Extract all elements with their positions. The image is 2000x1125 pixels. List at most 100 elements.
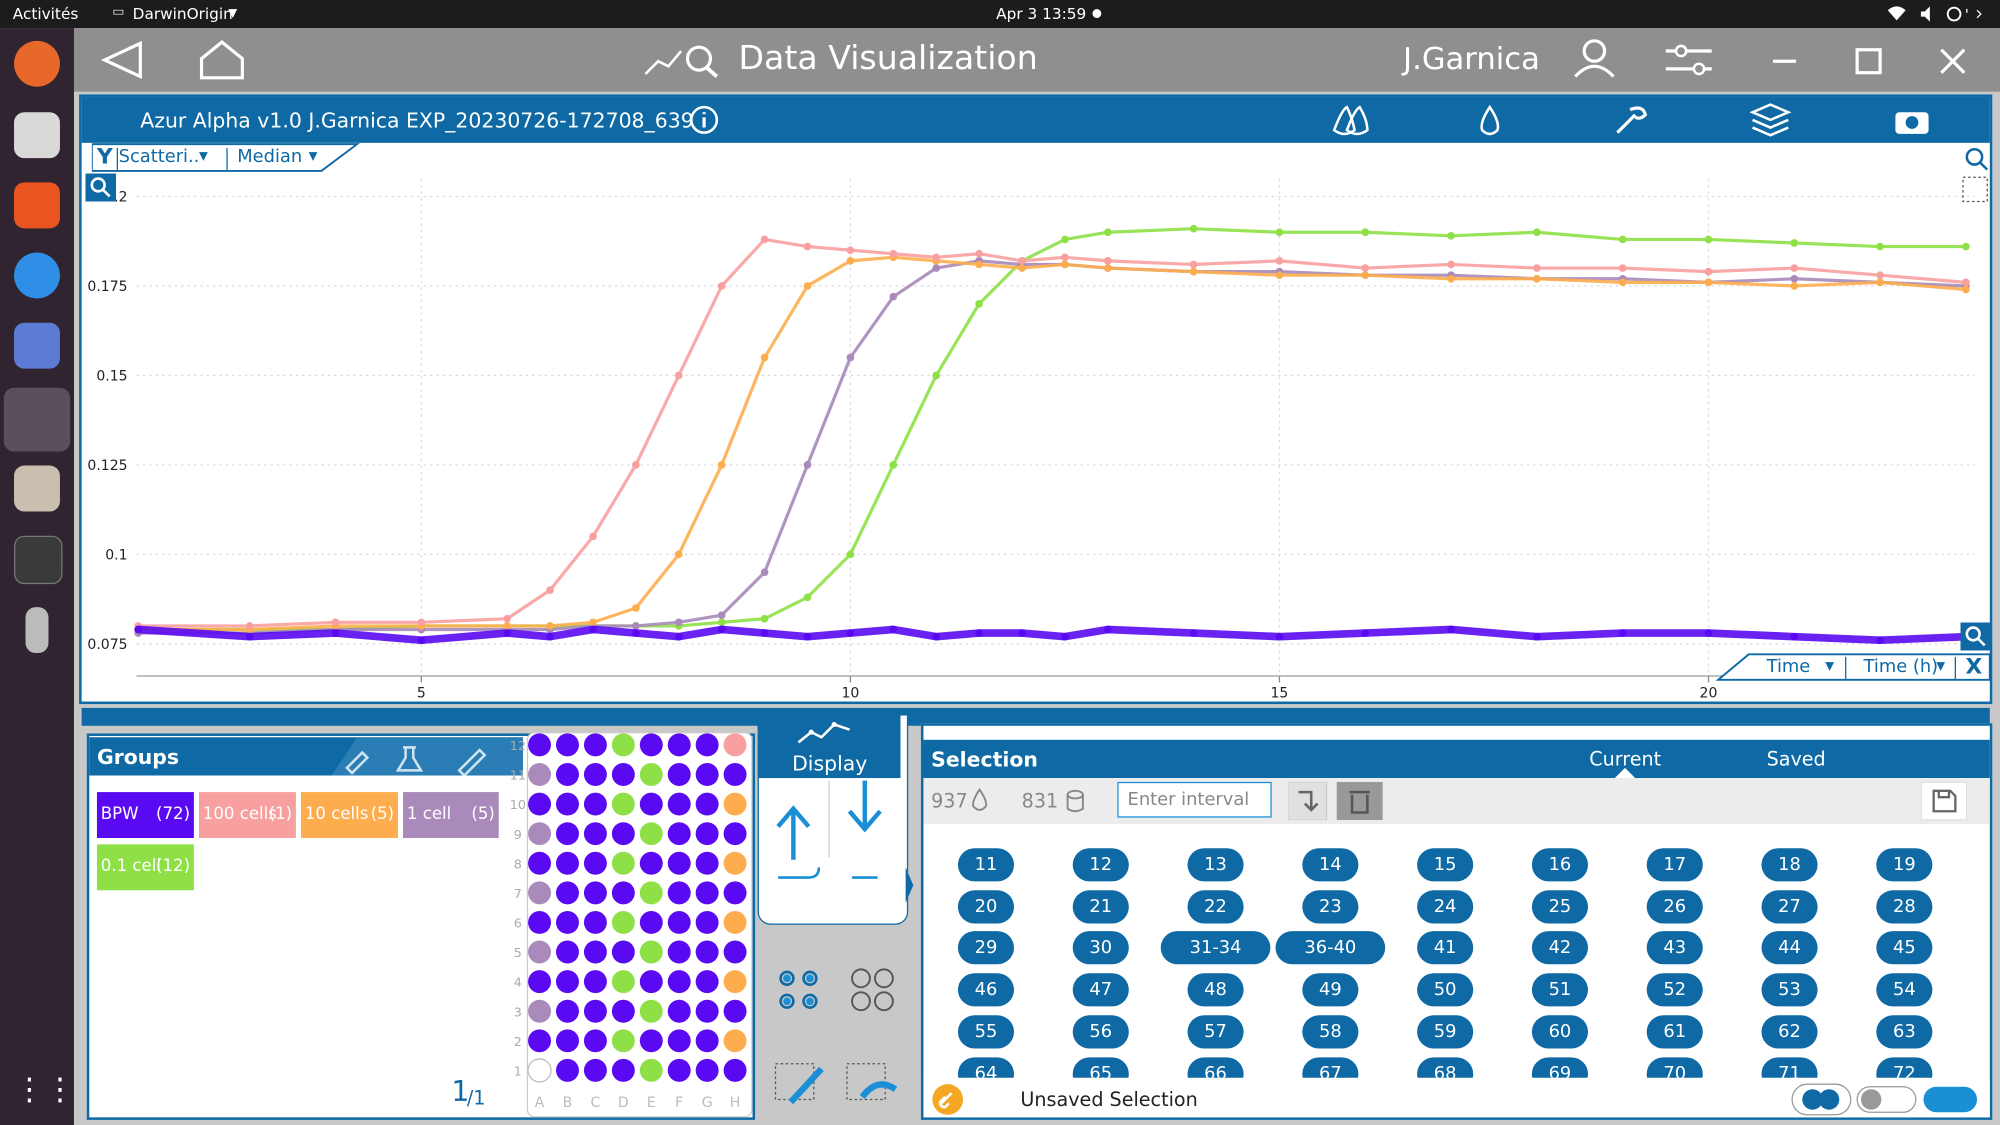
well[interactable] xyxy=(639,763,663,786)
y-metric-select[interactable]: Scatteri.. xyxy=(118,146,200,168)
well[interactable] xyxy=(583,940,607,964)
user-name[interactable]: J.Garnica xyxy=(1403,40,1540,77)
well[interactable] xyxy=(528,822,552,846)
app-menu[interactable]: DarwinOrigin xyxy=(132,5,233,23)
selection-pill[interactable]: 18 xyxy=(1761,848,1818,882)
well[interactable] xyxy=(695,763,719,786)
well[interactable] xyxy=(695,792,719,816)
well[interactable] xyxy=(723,851,747,875)
selection-pill[interactable]: 45 xyxy=(1876,931,1933,965)
selection-pill[interactable]: 17 xyxy=(1646,848,1703,882)
well[interactable] xyxy=(611,940,635,964)
group-chip[interactable]: BPW (72) xyxy=(96,792,194,839)
selection-pill[interactable]: 28 xyxy=(1876,889,1933,924)
tab-current[interactable]: Current xyxy=(1589,747,1662,771)
well[interactable] xyxy=(555,1058,579,1082)
selection-pill[interactable]: 48 xyxy=(1187,973,1244,1007)
well[interactable] xyxy=(723,940,747,964)
selection-pill[interactable]: 47 xyxy=(1072,973,1129,1007)
well[interactable] xyxy=(723,1029,747,1053)
interval-input[interactable]: Enter interval xyxy=(1117,781,1272,818)
view-toggles[interactable] xyxy=(1791,1083,1982,1116)
well[interactable] xyxy=(528,910,552,934)
status-icons[interactable] xyxy=(1885,5,1987,23)
well[interactable] xyxy=(695,940,719,964)
well[interactable] xyxy=(611,999,635,1023)
well[interactable] xyxy=(528,999,552,1023)
selection-pill[interactable]: 23 xyxy=(1302,889,1359,924)
display-tools[interactable] xyxy=(763,768,916,1112)
selection-pill[interactable]: 72 xyxy=(1876,1056,1933,1078)
selection-pill[interactable]: 67 xyxy=(1302,1056,1359,1078)
well[interactable] xyxy=(555,763,579,786)
well[interactable] xyxy=(555,733,579,757)
well[interactable] xyxy=(695,1058,719,1082)
well[interactable] xyxy=(723,881,747,905)
selection-pill[interactable]: 57 xyxy=(1187,1015,1244,1049)
zoom-icons[interactable] xyxy=(1962,145,1990,204)
selection-pill[interactable]: 61 xyxy=(1646,1015,1703,1049)
well[interactable] xyxy=(527,1058,552,1083)
well[interactable] xyxy=(667,970,691,994)
well[interactable] xyxy=(695,910,719,934)
selection-pill[interactable]: 24 xyxy=(1417,889,1474,924)
well[interactable] xyxy=(639,822,663,846)
selection-pill[interactable]: 25 xyxy=(1531,889,1589,924)
selection-pill[interactable]: 52 xyxy=(1646,973,1703,1007)
well[interactable] xyxy=(528,851,552,875)
y-stat-select[interactable]: Median xyxy=(237,146,303,168)
well[interactable] xyxy=(639,999,663,1023)
group-chip[interactable]: 100 cells (1) xyxy=(198,792,296,839)
well[interactable] xyxy=(555,940,579,964)
selection-pill[interactable]: 30 xyxy=(1072,931,1129,965)
well[interactable] xyxy=(667,733,691,757)
well[interactable] xyxy=(528,970,552,994)
x-metric-select[interactable]: Time xyxy=(1766,656,1811,678)
splitter-bar[interactable] xyxy=(81,707,1990,726)
well[interactable] xyxy=(611,910,635,934)
well[interactable] xyxy=(723,999,747,1023)
selection-pill[interactable]: 31-34 xyxy=(1160,931,1271,965)
selection-pill[interactable]: 22 xyxy=(1187,889,1244,924)
well[interactable] xyxy=(667,763,691,786)
well[interactable] xyxy=(723,822,747,846)
selection-pill[interactable]: 64 xyxy=(957,1056,1015,1078)
selection-pill[interactable]: 53 xyxy=(1761,973,1818,1007)
well[interactable] xyxy=(723,1058,747,1082)
selection-pill[interactable]: 68 xyxy=(1417,1056,1474,1078)
selection-pill[interactable]: 15 xyxy=(1417,848,1474,882)
selection-pill[interactable]: 13 xyxy=(1187,848,1244,882)
well[interactable] xyxy=(667,881,691,905)
well[interactable] xyxy=(695,970,719,994)
well[interactable] xyxy=(528,940,552,964)
selection-pill[interactable]: 42 xyxy=(1531,931,1589,965)
well[interactable] xyxy=(667,851,691,875)
y-zoom-icon[interactable] xyxy=(85,173,117,202)
selection-pill[interactable]: 70 xyxy=(1646,1056,1703,1078)
well[interactable] xyxy=(667,999,691,1023)
group-chip[interactable]: 1 cell (5) xyxy=(403,792,499,839)
well[interactable] xyxy=(695,999,719,1023)
well[interactable] xyxy=(695,851,719,875)
well[interactable] xyxy=(611,822,635,846)
well[interactable] xyxy=(695,733,719,757)
well[interactable] xyxy=(639,910,663,934)
selection-pill[interactable]: 60 xyxy=(1531,1015,1589,1049)
well[interactable] xyxy=(611,851,635,875)
well[interactable] xyxy=(667,822,691,846)
selection-actions[interactable] xyxy=(1288,781,1390,821)
well[interactable] xyxy=(583,822,607,846)
well[interactable] xyxy=(528,1029,552,1053)
app-icon[interactable] xyxy=(14,322,60,369)
tab-saved[interactable]: Saved xyxy=(1766,747,1826,771)
well[interactable] xyxy=(611,733,635,757)
display-header[interactable]: Display xyxy=(757,714,901,779)
selection-pill[interactable]: 11 xyxy=(957,848,1015,882)
well[interactable] xyxy=(639,940,663,964)
help-icon[interactable] xyxy=(14,252,60,299)
well[interactable] xyxy=(555,792,579,816)
selection-pill[interactable]: 65 xyxy=(1072,1056,1129,1078)
well[interactable] xyxy=(528,792,552,816)
well[interactable] xyxy=(639,881,663,905)
firefox-icon[interactable] xyxy=(14,40,60,87)
